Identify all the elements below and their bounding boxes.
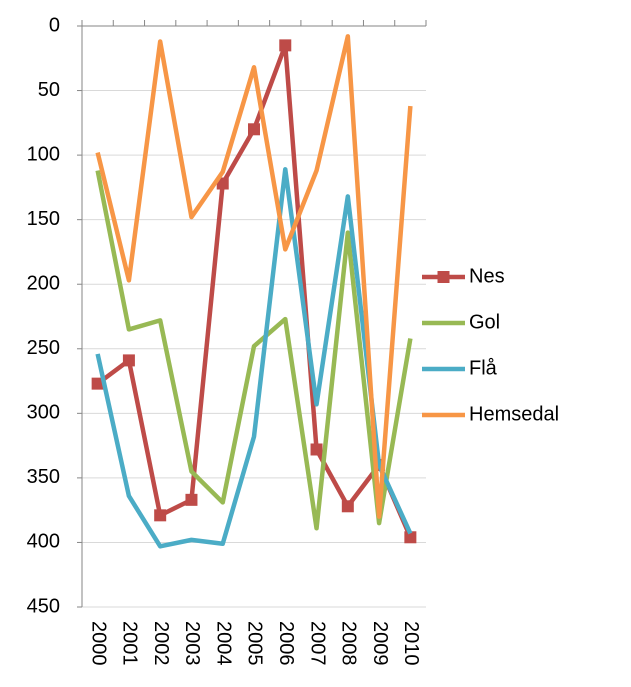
series-line — [95, 167, 413, 549]
y-tick-label: 450 — [27, 595, 60, 617]
legend-label: Nes — [469, 265, 505, 287]
marker — [154, 509, 167, 522]
legend-label: Flå — [469, 357, 498, 379]
marker — [310, 443, 323, 456]
x-tick-label: 2006 — [275, 621, 297, 666]
y-tick-label: 300 — [27, 402, 60, 424]
marker — [91, 377, 104, 390]
y-tick-label: 400 — [27, 531, 60, 553]
x-tick-label: 2010 — [400, 621, 422, 666]
x-tick-label: 2000 — [87, 621, 109, 666]
y-tick-label: 50 — [38, 79, 60, 101]
x-tick-label: 2009 — [369, 621, 391, 666]
marker — [185, 493, 198, 506]
x-tick-label: 2001 — [119, 621, 141, 666]
y-tick-label: 350 — [27, 466, 60, 488]
legend-marker — [437, 271, 450, 283]
marker — [279, 39, 292, 52]
y-tick-label: 200 — [27, 273, 60, 295]
x-tick-label: 2003 — [181, 621, 203, 666]
x-tick-label: 2008 — [338, 621, 360, 666]
x-tick-label: 2004 — [212, 621, 234, 666]
marker — [248, 123, 260, 136]
y-tick-label: 250 — [27, 337, 60, 359]
legend-label: Hemsedal — [469, 403, 559, 425]
x-tick-label: 2005 — [244, 621, 266, 666]
legend-label: Gol — [469, 311, 500, 333]
x-tick-label: 2007 — [306, 621, 328, 666]
marker — [216, 177, 229, 190]
y-tick-label: 0 — [49, 14, 60, 36]
x-tick-label: 2002 — [150, 621, 172, 666]
y-tick-label: 100 — [27, 143, 60, 165]
marker — [341, 500, 354, 513]
y-tick-label: 150 — [27, 208, 60, 230]
marker — [404, 531, 417, 544]
marker — [122, 354, 135, 367]
series-line — [95, 170, 413, 531]
series-line — [95, 34, 413, 519]
